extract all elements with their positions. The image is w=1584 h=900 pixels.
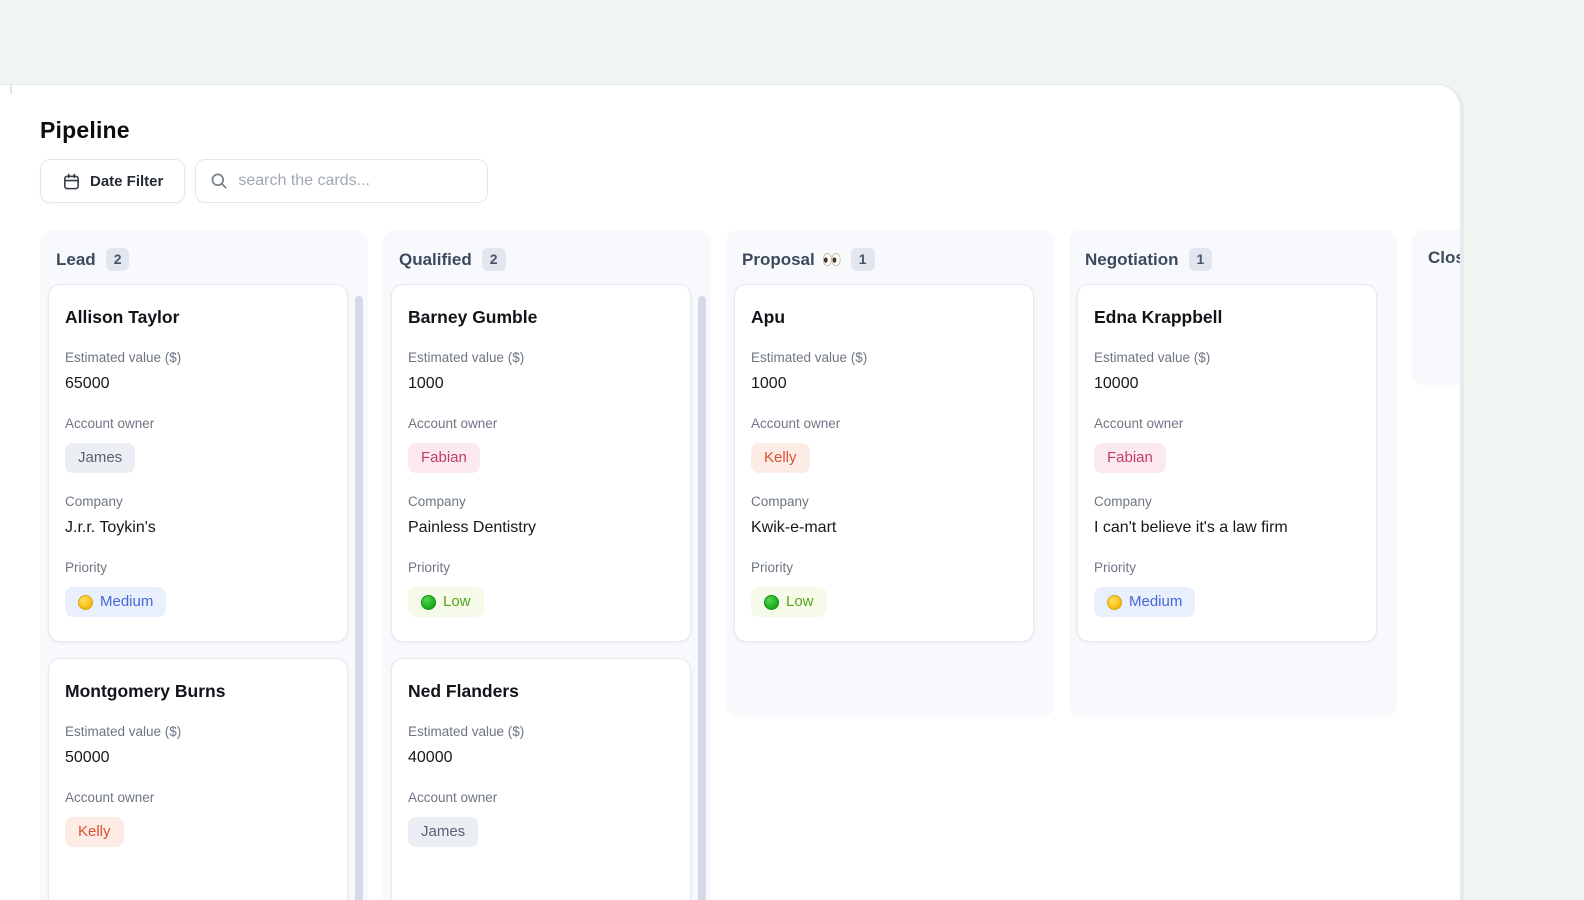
yellow-dot-icon [78, 594, 93, 610]
green-dot-icon [421, 594, 436, 610]
toolbar: Date Filter [40, 159, 1460, 203]
field-label-estimated-value: Estimated value ($) [751, 350, 868, 365]
column-scrollbar-thumb[interactable] [698, 296, 706, 900]
date-filter-button[interactable]: Date Filter [40, 159, 186, 203]
column-title: Negotiation [1085, 249, 1179, 269]
column-proposal[interactable]: Proposal 1 Apu Estimated valu [726, 230, 1054, 717]
field-label-company: Company [751, 494, 809, 509]
account-owner-badge: Kelly [751, 443, 810, 473]
field-label-priority: Priority [751, 560, 794, 575]
estimated-value: 50000 [65, 749, 110, 766]
panel-left-border-tick [10, 85, 12, 94]
card-title: Allison Taylor [65, 307, 180, 327]
search-input[interactable] [238, 172, 474, 190]
column-header: Negotiation 1 [1069, 230, 1397, 284]
column-closed[interactable]: Clos [1412, 230, 1464, 385]
priority-label: Medium [1129, 593, 1183, 610]
column-qualified[interactable]: Qualified 2 Barney Gumble Estimated valu… [383, 230, 711, 900]
green-dot-icon [764, 594, 779, 610]
pipeline-card-edna-krappbell[interactable]: Edna Krappbell Estimated value ($) 10000… [1077, 284, 1377, 642]
field-label-account-owner: Account owner [408, 790, 498, 805]
field-label-priority: Priority [1094, 560, 1137, 575]
yellow-dot-icon [1107, 594, 1122, 610]
column-title: Clos [1428, 248, 1464, 267]
page-title: Pipeline [40, 117, 130, 143]
account-owner-badge: Fabian [1094, 443, 1166, 473]
company-value: Painless Dentistry [408, 519, 537, 536]
card-title: Ned Flanders [408, 681, 519, 701]
field-label-account-owner: Account owner [408, 416, 498, 431]
account-owner-badge: James [408, 817, 479, 847]
pipeline-panel: Pipeline Date Filter [10, 84, 1464, 900]
estimated-value: 10000 [1094, 375, 1139, 392]
field-label-account-owner: Account owner [1094, 416, 1184, 431]
account-owner-badge: James [65, 443, 136, 473]
card-title: Montgomery Burns [65, 681, 226, 701]
estimated-value: 40000 [408, 749, 453, 766]
estimated-value: 65000 [65, 375, 110, 392]
priority-label: Low [786, 593, 814, 610]
column-count-badge: 1 [850, 248, 875, 271]
priority-badge: Low [408, 587, 484, 617]
company-value: Kwik-e-mart [751, 519, 837, 536]
pipeline-card-allison-taylor[interactable]: Allison Taylor Estimated value ($) 65000… [48, 284, 348, 642]
pipeline-card-barney-gumble[interactable]: Barney Gumble Estimated value ($) 1000 A… [391, 284, 691, 642]
column-scrollbar-thumb[interactable] [355, 296, 363, 900]
kanban-board: Lead 2 Allison Taylor Estimated value ($… [40, 230, 1464, 900]
column-count-badge: 2 [481, 248, 506, 271]
column-negotiation[interactable]: Negotiation 1 Edna Krappbell Estimated v… [1069, 230, 1397, 717]
field-label-priority: Priority [408, 560, 451, 575]
pipeline-card-apu[interactable]: Apu Estimated value ($) 1000 Account own… [734, 284, 1034, 642]
field-label-estimated-value: Estimated value ($) [408, 350, 525, 365]
column-title: Proposal [742, 249, 815, 269]
column-count-badge: 1 [1188, 248, 1213, 271]
card-title: Edna Krappbell [1094, 307, 1223, 327]
field-label-account-owner: Account owner [751, 416, 841, 431]
date-filter-label: Date Filter [90, 172, 164, 190]
account-owner-badge: Fabian [408, 443, 480, 473]
field-label-estimated-value: Estimated value ($) [1094, 350, 1211, 365]
search-box [195, 159, 489, 203]
field-label-priority: Priority [65, 560, 108, 575]
field-label-estimated-value: Estimated value ($) [65, 350, 182, 365]
priority-badge: Low [751, 587, 827, 617]
estimated-value: 1000 [751, 375, 787, 392]
pipeline-card-ned-flanders[interactable]: Ned Flanders Estimated value ($) 40000 A… [391, 658, 691, 900]
search-icon [210, 172, 229, 191]
column-header: Proposal 1 [726, 230, 1054, 284]
column-count-badge: 2 [105, 248, 130, 271]
priority-badge: Medium [65, 587, 167, 617]
field-label-estimated-value: Estimated value ($) [65, 724, 182, 739]
column-title: Qualified [399, 249, 472, 269]
estimated-value: 1000 [408, 375, 444, 392]
priority-label: Low [443, 593, 471, 610]
field-label-account-owner: Account owner [65, 416, 155, 431]
card-title: Barney Gumble [408, 307, 538, 327]
column-header: Clos [1412, 230, 1464, 281]
calendar-icon [62, 172, 81, 191]
column-header: Qualified 2 [383, 230, 711, 284]
field-label-estimated-value: Estimated value ($) [408, 724, 525, 739]
field-label-company: Company [408, 494, 466, 509]
column-lead[interactable]: Lead 2 Allison Taylor Estimated value ($… [40, 230, 368, 900]
field-label-account-owner: Account owner [65, 790, 155, 805]
account-owner-badge: Kelly [65, 817, 124, 847]
company-value: J.r.r. Toykin's [65, 519, 156, 536]
field-label-company: Company [1094, 494, 1152, 509]
column-header: Lead 2 [40, 230, 368, 284]
field-label-company: Company [65, 494, 123, 509]
priority-label: Medium [100, 593, 154, 610]
eyes-emoji-icon [822, 252, 841, 267]
column-title: Lead [56, 249, 96, 269]
card-title: Apu [751, 307, 786, 327]
company-value: I can't believe it's a law firm [1094, 519, 1288, 536]
priority-badge: Medium [1094, 587, 1196, 617]
pipeline-card-montgomery-burns[interactable]: Montgomery Burns Estimated value ($) 500… [48, 658, 348, 900]
